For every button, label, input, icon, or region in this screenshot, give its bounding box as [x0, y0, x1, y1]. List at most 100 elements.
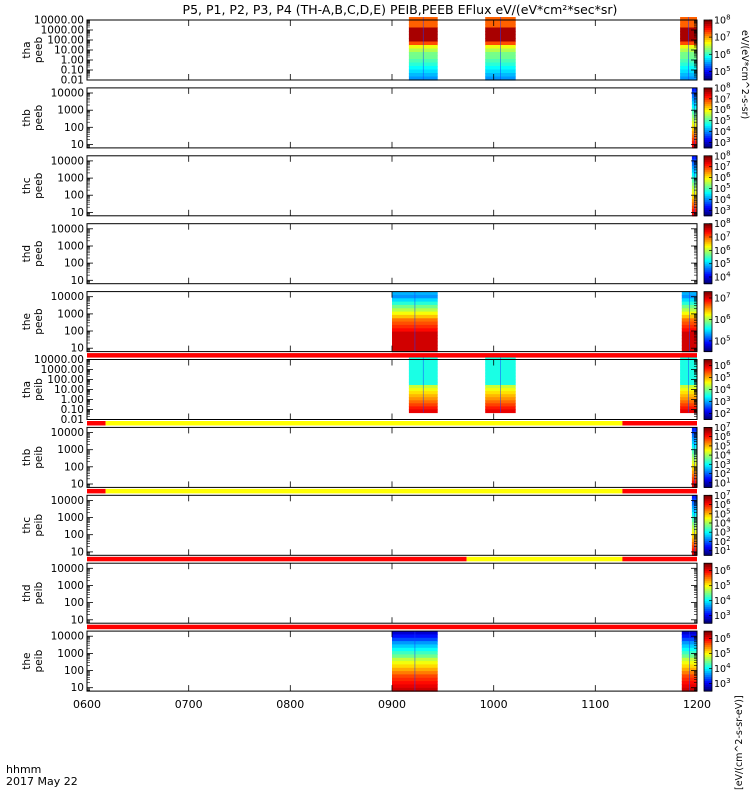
colorbar-segment	[704, 293, 712, 297]
panel-the-peeb: 10000 1000 100 10 the peeb 107 106 105	[21, 291, 731, 358]
colorbar-segment	[704, 569, 712, 572]
colorbar-frame	[703, 19, 713, 81]
colorbar-segment	[704, 673, 712, 676]
colorbar-segment	[704, 319, 712, 323]
colorbar-segment	[704, 367, 712, 370]
colorbar-segment	[704, 415, 712, 418]
colorbar-segment	[704, 38, 712, 41]
colorbar-segment	[704, 571, 712, 574]
colorbar-tick-label: 105	[714, 65, 731, 78]
panel-background	[87, 495, 697, 556]
colorbar-segment	[704, 137, 712, 141]
colorbar-segment	[704, 299, 712, 303]
colorbar-segment	[704, 649, 712, 652]
colorbar-segment	[704, 585, 712, 588]
y-tick-label: 10000	[51, 495, 84, 507]
colorbar-tick-label: 107	[714, 231, 731, 244]
colorbar-segment	[704, 22, 712, 25]
colorbar-segment	[704, 401, 712, 404]
colorbar-tick-label: 106	[714, 48, 731, 61]
colorbar-segment	[704, 483, 712, 486]
colorbar-segment	[704, 175, 712, 179]
colorbar-segment	[704, 40, 712, 43]
colorbar-segment	[704, 347, 712, 351]
colorbar-segment	[704, 389, 712, 392]
y-tick-label: 100	[64, 122, 84, 134]
colorbar-segment	[704, 495, 712, 498]
quality-flag-bar	[622, 421, 697, 426]
colorbar-segment	[704, 641, 712, 644]
colorbar-segment	[704, 459, 712, 462]
colorbar-segment	[704, 115, 712, 119]
panel-label-species: peib	[33, 446, 45, 469]
colorbar-segment	[704, 247, 712, 251]
colorbar-segment	[704, 563, 712, 566]
colorbar-segment	[704, 343, 712, 347]
quality-flag-bar	[87, 421, 106, 426]
colorbar-segment	[704, 431, 712, 434]
colorbar-segment	[704, 409, 712, 412]
colorbar-segment	[704, 263, 712, 267]
panel-thb-peib: 10000 1000 100 10 thb peib 1071061051041031021…	[21, 421, 731, 494]
y-tick-label: 100	[64, 665, 84, 677]
colorbar-segment	[704, 435, 712, 438]
colorbar-segment	[704, 133, 712, 137]
colorbar-segment	[704, 54, 712, 57]
colorbar-segment	[704, 523, 712, 526]
colorbar-segment	[704, 295, 712, 299]
colorbar-segment	[704, 255, 712, 259]
colorbar-segment	[704, 52, 712, 55]
y-tick-label: 100	[64, 461, 84, 473]
colorbar-segment	[704, 87, 712, 91]
colorbar-segment	[704, 549, 712, 552]
colorbar-segment	[704, 621, 712, 624]
y-tick-label: 1000	[57, 173, 84, 185]
colorbar-segment	[704, 143, 712, 147]
panel-label-species: peeb	[33, 240, 45, 267]
colorbar-segment	[704, 477, 712, 480]
colorbar-segment	[704, 591, 712, 594]
colorbar-segment	[704, 499, 712, 502]
colorbar-tick-label: 104	[714, 662, 731, 675]
colorbar-segment	[704, 373, 712, 376]
colorbar-segment	[704, 265, 712, 269]
colorbar-segment	[704, 267, 712, 271]
colorbar-segment	[704, 95, 712, 99]
colorbar-segment	[704, 281, 712, 285]
colorbar-segment	[704, 457, 712, 460]
colorbar-segment	[704, 429, 712, 432]
colorbar-segment	[704, 109, 712, 113]
colorbar-segment	[704, 659, 712, 662]
colorbar-tick-label: 103	[714, 136, 731, 149]
colorbar-tick-label: 105	[714, 257, 731, 270]
data-block-0910-0927	[408, 357, 438, 414]
colorbar-segment	[704, 34, 712, 37]
colorbar-segment	[704, 579, 712, 582]
colorbar-segment	[704, 475, 712, 478]
colorbar-segment	[704, 213, 712, 217]
colorbar-segment	[704, 651, 712, 654]
colorbar-segment	[704, 193, 712, 197]
colorbar-segment	[704, 399, 712, 402]
panel-label-species: peib	[33, 649, 45, 672]
data-block-0955-1013	[485, 357, 516, 414]
colorbar-segment	[704, 231, 712, 235]
y-tick-label: 0.01	[61, 414, 84, 426]
x-tick-label: 0600	[73, 698, 101, 711]
colorbar-segment	[704, 369, 712, 372]
colorbar-segment	[704, 679, 712, 682]
y-tick-label: 1000.00	[41, 364, 84, 376]
colorbar-tick-label: 101	[714, 476, 731, 489]
colorbar-segment	[704, 617, 712, 620]
colorbar-segment	[704, 203, 712, 207]
colorbar-segment	[704, 201, 712, 205]
colorbar-segment	[704, 447, 712, 450]
colorbar-segment	[704, 251, 712, 255]
colorbar-segment	[704, 345, 712, 349]
